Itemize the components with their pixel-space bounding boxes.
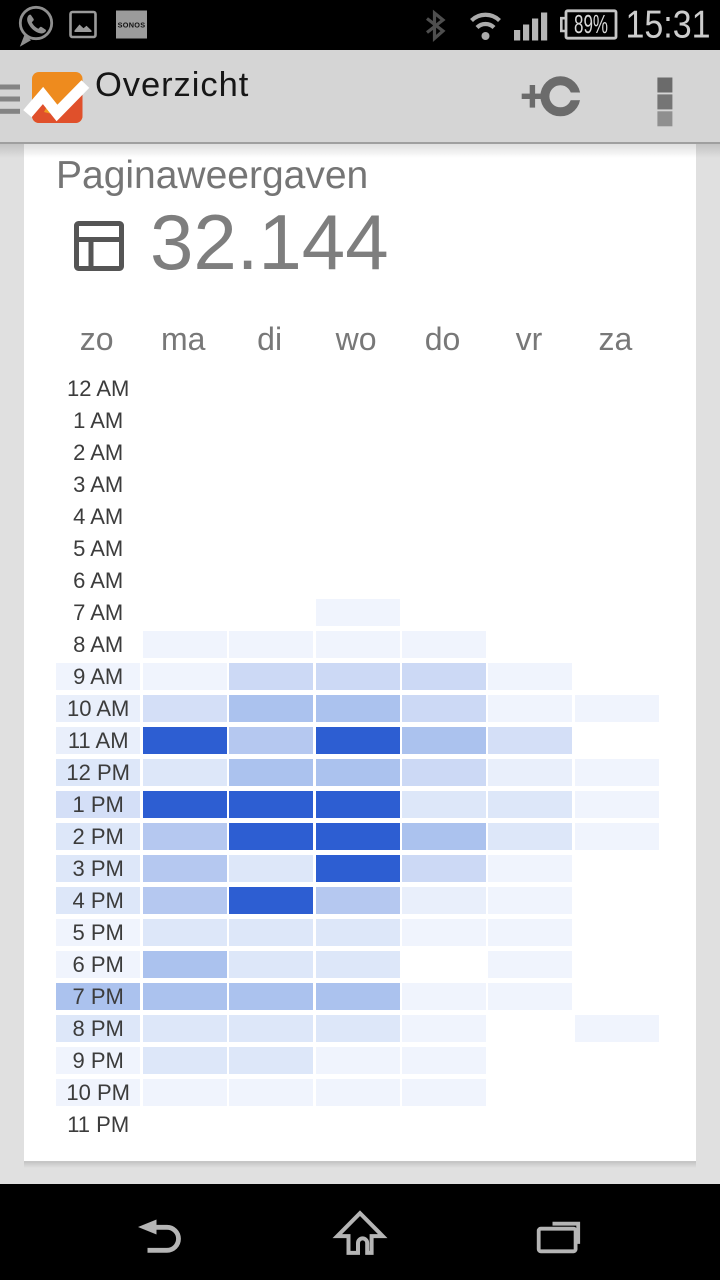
svg-text:15:31: 15:31: [626, 4, 711, 47]
svg-text:SONOS: SONOS: [118, 21, 146, 30]
svg-text:89%: 89%: [574, 9, 608, 39]
svg-text:Overzicht: Overzicht: [95, 66, 249, 104]
